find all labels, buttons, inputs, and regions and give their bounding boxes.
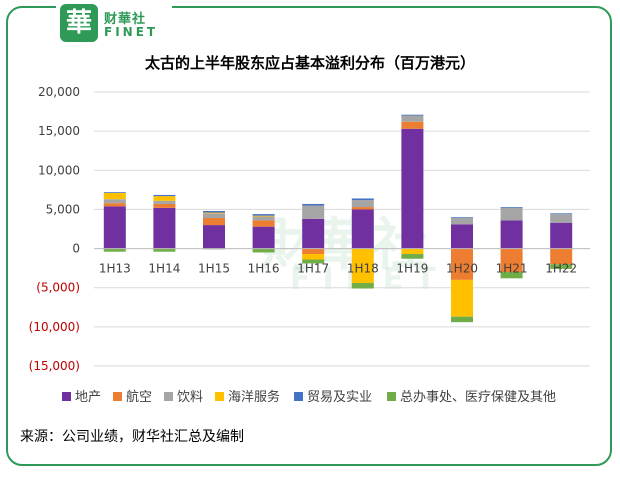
- bar-segment: [500, 248, 523, 273]
- bar-segment: [302, 259, 325, 264]
- x-tick-label: 1H20: [446, 262, 478, 276]
- bar-segment: [252, 220, 275, 227]
- bar-segment: [550, 214, 573, 223]
- bar-segment: [550, 248, 573, 265]
- y-tick-label: 15,000: [38, 124, 80, 138]
- bar-segment: [500, 207, 523, 221]
- watermark-logo-icon: 財華社: [260, 213, 428, 278]
- x-tick-label: 1H22: [545, 262, 577, 276]
- bar-segment: [351, 207, 374, 210]
- bar-segment: [203, 213, 225, 219]
- x-tick-label: 1H19: [396, 262, 428, 276]
- legend-label: 贸易及实业: [307, 390, 372, 405]
- brand-name-cn: 财華社: [104, 12, 147, 27]
- bar-segment: [103, 203, 126, 207]
- bar-segment: [351, 198, 374, 201]
- bar-segment: [451, 224, 473, 249]
- x-tick-label: 1H21: [496, 262, 528, 276]
- bar-segment: [401, 121, 424, 129]
- bar-segment: [153, 200, 176, 204]
- bar-segment: [451, 218, 473, 225]
- bar-segment: [302, 205, 325, 219]
- bar-segment: [451, 316, 473, 323]
- bar-segment: [252, 226, 275, 249]
- bar-segment: [451, 248, 473, 280]
- bar-segment: [153, 196, 176, 201]
- bar-segment: [500, 207, 523, 208]
- y-tick-label: (10,000): [29, 320, 80, 334]
- bar-segment: [252, 216, 275, 221]
- x-tick-label: 1H13: [99, 262, 131, 276]
- y-tick-label: 20,000: [38, 85, 80, 99]
- legend-label: 航空: [126, 389, 152, 405]
- x-tick-label: 1H18: [347, 262, 379, 276]
- bar-segment: [351, 248, 374, 284]
- bar-segment: [302, 203, 325, 206]
- bar-segment: [252, 215, 275, 217]
- y-tick-label: 5,000: [46, 202, 80, 216]
- y-tick-label: (5,000): [36, 281, 80, 295]
- bar-segment: [252, 214, 275, 216]
- legend-swatch: [294, 392, 303, 401]
- legend-swatch: [62, 392, 71, 401]
- bar-segment: [451, 217, 473, 219]
- x-tick-label: 1H16: [248, 262, 280, 276]
- bar-segment: [252, 248, 275, 253]
- bar-segment: [203, 218, 225, 226]
- bar-segment: [401, 114, 424, 116]
- brand-name-en: FINET: [104, 25, 159, 39]
- legend-swatch: [164, 392, 173, 401]
- x-tick-label: 1H14: [148, 262, 180, 276]
- x-tick-label: 1H15: [198, 262, 230, 276]
- chart-title: 太古的上半年股东应占基本溢利分布（百万港元）: [144, 54, 475, 72]
- legend-swatch: [387, 392, 396, 401]
- bar-segment: [302, 254, 325, 260]
- bar-segment: [153, 207, 176, 249]
- bar-segment: [153, 248, 176, 252]
- legend-label: 饮料: [177, 390, 203, 405]
- bar-segment: [550, 213, 573, 215]
- brand-badge-icon: 華: [60, 4, 98, 42]
- bar-segment: [351, 283, 374, 289]
- bar-segment: [153, 203, 176, 208]
- bar-segment: [401, 254, 424, 259]
- bar-segment: [401, 128, 424, 249]
- bar-segment: [203, 210, 225, 213]
- bar-segment: [401, 248, 424, 255]
- y-tick-label: (15,000): [29, 359, 80, 373]
- y-tick-label: 10,000: [38, 163, 80, 177]
- legend-label: 地产: [75, 390, 101, 405]
- bar-segment: [351, 209, 374, 249]
- bar-segment: [550, 222, 573, 249]
- bar-segment: [103, 248, 126, 252]
- bar-segment: [500, 272, 523, 279]
- legend-swatch: [215, 392, 224, 401]
- bar-segment: [401, 115, 424, 122]
- legend-label: 总办事处、医疗保健及其他: [400, 390, 556, 405]
- legend-label: 海洋服务: [228, 389, 280, 405]
- bar-segment: [153, 194, 176, 197]
- bar-segment: [302, 218, 325, 249]
- bar-segment: [103, 192, 126, 200]
- x-tick-label: 1H17: [297, 262, 329, 276]
- bar-segment: [302, 248, 325, 255]
- bar-segment: [103, 199, 126, 204]
- bar-segment: [500, 220, 523, 249]
- bar-segment: [550, 264, 573, 269]
- bar-segment: [451, 279, 473, 317]
- bar-segment: [203, 212, 225, 214]
- source-note: 来源：公司业绩，财华社汇总及编制: [20, 429, 244, 445]
- y-tick-label: 0: [72, 242, 80, 256]
- bar-segment: [203, 225, 225, 249]
- legend-swatch: [113, 392, 122, 401]
- bar-segment: [103, 192, 126, 193]
- bar-segment: [351, 200, 374, 208]
- bar-segment: [103, 206, 126, 249]
